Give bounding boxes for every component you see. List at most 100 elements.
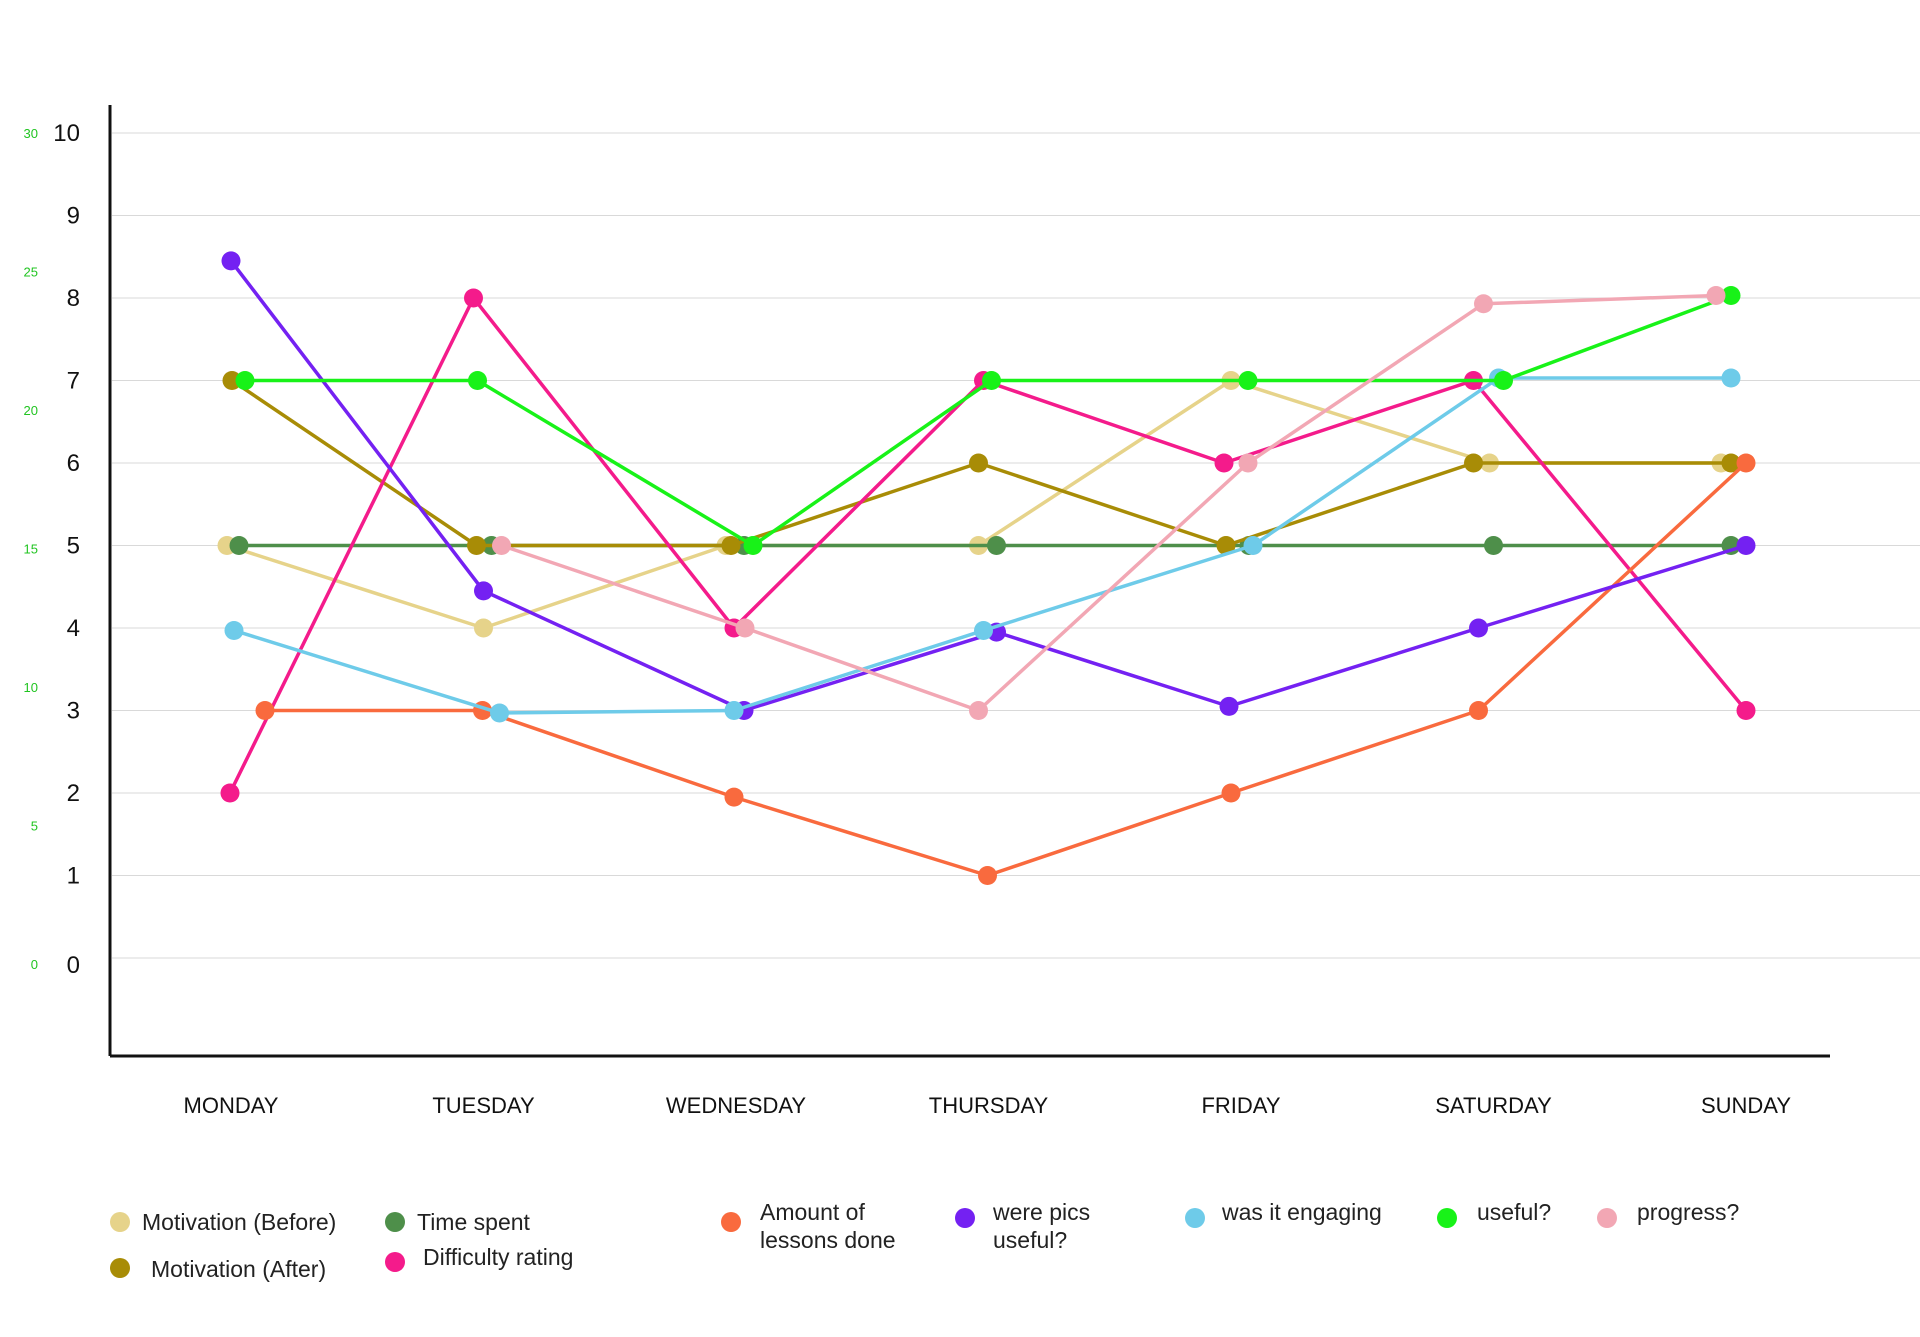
series-line bbox=[499, 293, 1718, 713]
y-tick-label: 3 bbox=[67, 698, 80, 725]
data-point bbox=[464, 288, 483, 308]
legend-label: progress? bbox=[1637, 1199, 1739, 1225]
legend-item: progress? bbox=[1597, 1199, 1739, 1228]
y-tick-label: 2 bbox=[67, 780, 80, 807]
series-4 bbox=[255, 453, 1756, 885]
data-point bbox=[490, 703, 509, 723]
data-point bbox=[1243, 536, 1263, 555]
data-point bbox=[721, 536, 741, 555]
x-tick-label: SATURDAY bbox=[1435, 1093, 1552, 1118]
legend-item: Difficulty rating bbox=[385, 1244, 573, 1272]
data-point bbox=[474, 618, 493, 638]
legend-swatch bbox=[385, 1252, 405, 1272]
data-point bbox=[220, 783, 240, 803]
data-point bbox=[969, 701, 988, 720]
legend-swatch bbox=[721, 1212, 741, 1232]
legend-item: Time spent bbox=[385, 1209, 531, 1235]
y-tick-label: 8 bbox=[67, 285, 80, 312]
data-point bbox=[467, 536, 486, 555]
x-tick-labels: MONDAY TUESDAY WEDNESDAY THURSDAY FRIDAY SATU… bbox=[184, 1093, 1792, 1118]
data-point bbox=[974, 620, 993, 640]
legend-item: Motivation (After) bbox=[110, 1256, 326, 1282]
legend-item: was it engaging bbox=[1185, 1199, 1382, 1228]
data-point bbox=[1494, 371, 1513, 390]
y-tick-label: 4 bbox=[67, 615, 80, 642]
x-tick-label: TUESDAY bbox=[432, 1093, 535, 1118]
data-point bbox=[978, 866, 997, 885]
data-point bbox=[1736, 453, 1756, 473]
legend-label: Time spent bbox=[417, 1209, 531, 1235]
secondary-y-tick-label: 30 bbox=[24, 126, 38, 141]
legend-label: useful? bbox=[1477, 1199, 1551, 1225]
data-point bbox=[1219, 696, 1239, 716]
data-point bbox=[743, 536, 763, 555]
legend-item: useful? bbox=[1437, 1199, 1551, 1228]
data-point bbox=[1721, 286, 1741, 306]
data-point bbox=[1216, 536, 1236, 555]
secondary-y-tick-label: 5 bbox=[31, 819, 38, 834]
y-tick-label: 10 bbox=[53, 120, 80, 147]
legend-label: Difficulty rating bbox=[423, 1244, 573, 1270]
data-point bbox=[987, 536, 1006, 555]
y-tick-label: 9 bbox=[67, 203, 80, 230]
y-tick-label: 1 bbox=[67, 863, 80, 890]
secondary-y-tick-label: 0 bbox=[31, 957, 38, 972]
secondary-y-tick-label: 20 bbox=[24, 403, 38, 418]
legend-label: Motivation (After) bbox=[151, 1256, 326, 1282]
x-tick-label: WEDNESDAY bbox=[666, 1093, 806, 1118]
series-5 bbox=[221, 251, 1756, 720]
data-point bbox=[229, 536, 249, 555]
data-point bbox=[221, 251, 241, 271]
secondary-y-tick-label: 10 bbox=[24, 680, 38, 695]
data-point bbox=[255, 701, 275, 720]
data-point bbox=[982, 371, 1001, 390]
data-point bbox=[474, 581, 493, 601]
secondary-y-tick-label: 15 bbox=[24, 542, 38, 557]
legend-label: useful? bbox=[993, 1227, 1067, 1253]
data-point bbox=[724, 787, 744, 807]
legend-label: were pics bbox=[992, 1199, 1090, 1225]
data-point bbox=[222, 371, 242, 390]
data-point bbox=[1469, 701, 1488, 720]
data-point bbox=[492, 536, 511, 555]
x-tick-label: SUNDAY bbox=[1701, 1093, 1791, 1118]
legend-swatch bbox=[385, 1212, 405, 1232]
x-tick-label: THURSDAY bbox=[929, 1093, 1049, 1118]
y-tick-label: 0 bbox=[67, 952, 80, 979]
y-tick-label: 6 bbox=[67, 450, 80, 477]
data-point bbox=[1706, 286, 1726, 306]
legend-swatch bbox=[1185, 1208, 1205, 1228]
series-0 bbox=[217, 371, 1731, 638]
data-point bbox=[735, 618, 755, 638]
axes bbox=[108, 105, 1830, 1058]
x-tick-label: FRIDAY bbox=[1201, 1093, 1280, 1118]
legend-label: Amount of bbox=[760, 1199, 865, 1225]
series-line bbox=[225, 378, 1723, 630]
legend-swatch bbox=[1437, 1208, 1457, 1228]
y-tick-label: 7 bbox=[67, 368, 80, 395]
data-point bbox=[1736, 536, 1756, 555]
series-2 bbox=[222, 371, 1741, 555]
legend-item: Motivation (Before) bbox=[110, 1209, 336, 1235]
data-point bbox=[1238, 453, 1258, 473]
secondary-y-tick-labels: 0 5 10 15 20 25 30 bbox=[24, 126, 38, 972]
legend-swatch bbox=[110, 1258, 130, 1278]
y-tick-label: 5 bbox=[67, 533, 80, 560]
data-point bbox=[1221, 783, 1241, 803]
x-tick-label: MONDAY bbox=[184, 1093, 279, 1118]
legend-label: lessons done bbox=[760, 1227, 896, 1253]
data-point bbox=[468, 371, 487, 390]
data-point bbox=[969, 453, 988, 473]
data-point bbox=[1214, 453, 1234, 473]
legend-swatch bbox=[110, 1212, 130, 1232]
y-tick-labels: 0 1 2 3 4 5 6 7 8 9 10 bbox=[53, 120, 80, 979]
data-point bbox=[724, 701, 744, 720]
series-8 bbox=[492, 286, 1726, 720]
data-point bbox=[1464, 453, 1483, 473]
legend-label: was it engaging bbox=[1221, 1199, 1382, 1225]
data-point bbox=[1238, 371, 1258, 390]
data-point bbox=[235, 371, 255, 390]
series-7 bbox=[235, 286, 1741, 555]
legend-swatch bbox=[955, 1208, 975, 1228]
data-point bbox=[1474, 294, 1493, 314]
